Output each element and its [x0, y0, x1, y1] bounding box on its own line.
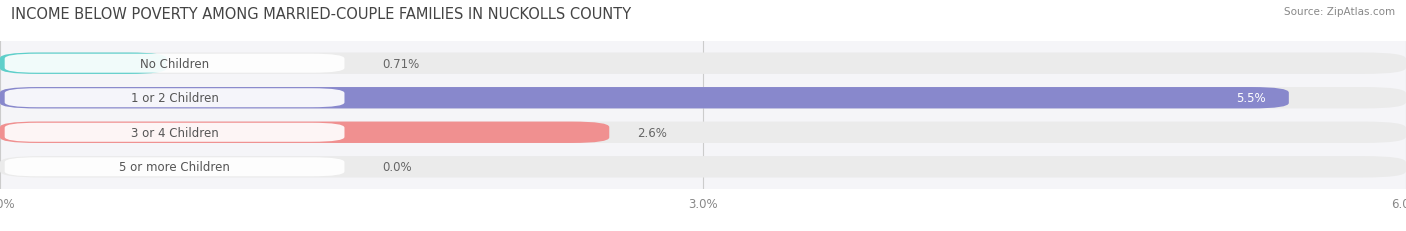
FancyBboxPatch shape: [0, 156, 1406, 178]
Text: 5.5%: 5.5%: [1236, 92, 1265, 105]
Text: Source: ZipAtlas.com: Source: ZipAtlas.com: [1284, 7, 1395, 17]
Text: 1 or 2 Children: 1 or 2 Children: [131, 92, 218, 105]
FancyBboxPatch shape: [0, 53, 1406, 75]
FancyBboxPatch shape: [4, 89, 344, 108]
FancyBboxPatch shape: [0, 122, 1406, 143]
Text: INCOME BELOW POVERTY AMONG MARRIED-COUPLE FAMILIES IN NUCKOLLS COUNTY: INCOME BELOW POVERTY AMONG MARRIED-COUPL…: [11, 7, 631, 22]
FancyBboxPatch shape: [4, 123, 344, 142]
Text: No Children: No Children: [141, 58, 209, 70]
FancyBboxPatch shape: [0, 122, 609, 143]
FancyBboxPatch shape: [0, 53, 166, 75]
FancyBboxPatch shape: [0, 88, 1289, 109]
Text: 3 or 4 Children: 3 or 4 Children: [131, 126, 218, 139]
FancyBboxPatch shape: [4, 55, 344, 73]
Text: 2.6%: 2.6%: [637, 126, 668, 139]
Text: 0.71%: 0.71%: [382, 58, 419, 70]
Text: 5 or more Children: 5 or more Children: [120, 161, 231, 173]
Text: 0.0%: 0.0%: [382, 161, 412, 173]
FancyBboxPatch shape: [4, 158, 344, 176]
FancyBboxPatch shape: [0, 88, 1406, 109]
